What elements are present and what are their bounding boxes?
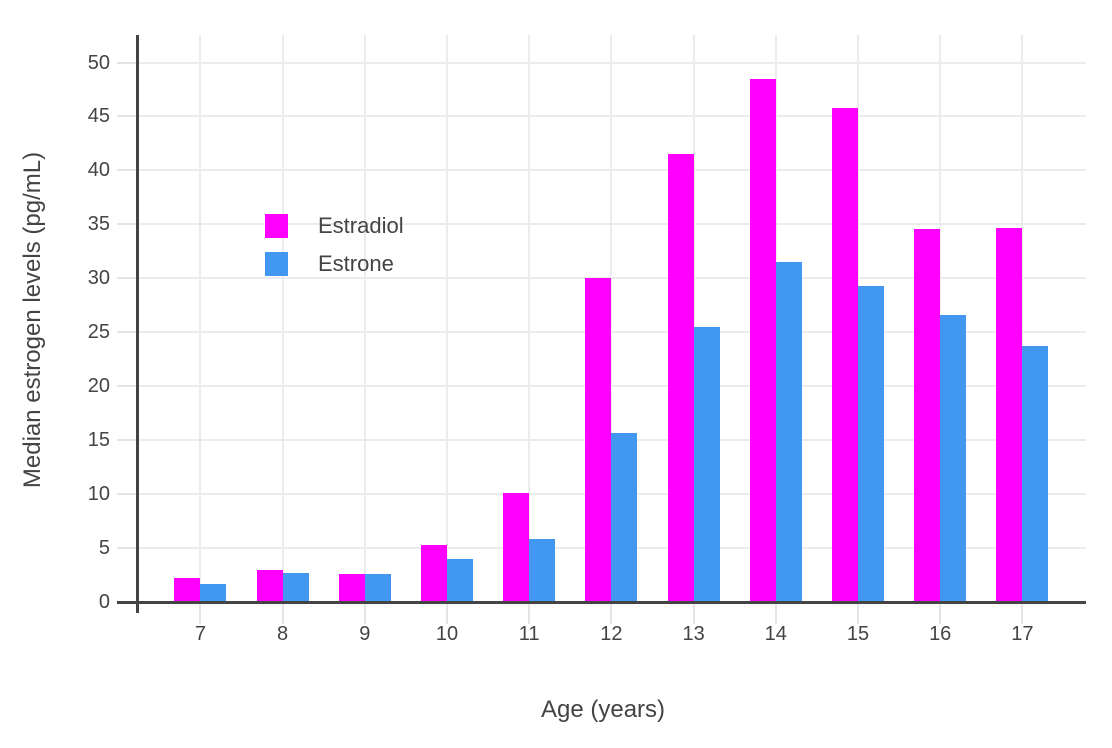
legend: Estradiol Estrone bbox=[265, 214, 404, 290]
x-gridline bbox=[446, 35, 448, 602]
x-tick-mark bbox=[446, 602, 448, 624]
bar-estradiol-7[interactable] bbox=[174, 578, 201, 602]
bar-estradiol-12[interactable] bbox=[585, 278, 612, 602]
y-tick-label: 50 bbox=[87, 51, 110, 74]
x-gridline bbox=[528, 35, 531, 602]
estrone-swatch-icon bbox=[265, 252, 288, 276]
x-tick-mark bbox=[774, 602, 777, 624]
bar-estrone-13[interactable] bbox=[693, 326, 720, 602]
legend-item-estrone[interactable]: Estrone bbox=[265, 252, 404, 276]
bar-estrone-11[interactable] bbox=[529, 539, 556, 602]
bar-estrone-8[interactable] bbox=[282, 572, 309, 602]
bar-estrone-12[interactable] bbox=[611, 432, 638, 602]
bar-estradiol-14[interactable] bbox=[749, 78, 776, 602]
x-tick-label: 12 bbox=[600, 623, 623, 645]
x-gridline bbox=[610, 35, 613, 602]
y-tick-label: 45 bbox=[87, 105, 110, 128]
legend-item-estradiol[interactable]: Estradiol bbox=[265, 214, 404, 238]
bar-estradiol-16[interactable] bbox=[914, 228, 941, 602]
y-tick-mark bbox=[117, 277, 138, 280]
y-tick-mark bbox=[117, 223, 138, 226]
y-tick-label: 10 bbox=[87, 483, 110, 506]
x-gridline bbox=[692, 35, 695, 602]
y-tick-mark bbox=[117, 61, 138, 64]
y-tick-label: 25 bbox=[87, 321, 110, 344]
y-tick-label: 15 bbox=[87, 429, 110, 452]
bar-estradiol-10[interactable] bbox=[421, 544, 447, 602]
y-tick-label: 40 bbox=[87, 159, 110, 182]
x-axis-line bbox=[117, 601, 1086, 604]
legend-label-estradiol: Estradiol bbox=[318, 213, 404, 238]
x-tick-mark bbox=[1021, 602, 1024, 624]
bar-estrone-14[interactable] bbox=[775, 262, 802, 602]
y-tick-mark bbox=[117, 169, 138, 172]
bar-estradiol-8[interactable] bbox=[256, 569, 283, 602]
x-tick-mark bbox=[199, 602, 202, 624]
x-tick-mark bbox=[528, 602, 531, 624]
bar-estrone-10[interactable] bbox=[447, 558, 473, 602]
bar-estradiol-15[interactable] bbox=[832, 107, 858, 602]
x-tick-label: 9 bbox=[359, 623, 371, 645]
y-tick-mark bbox=[117, 115, 138, 118]
bar-estrone-9[interactable] bbox=[364, 573, 391, 602]
x-tick-label: 10 bbox=[435, 623, 459, 645]
x-tick-label: 16 bbox=[929, 623, 952, 645]
y-tick-mark bbox=[117, 385, 138, 388]
x-tick-mark bbox=[692, 602, 695, 624]
bar-estradiol-17[interactable] bbox=[996, 227, 1023, 602]
x-tick-label: 8 bbox=[277, 623, 289, 645]
bar-estrone-16[interactable] bbox=[940, 314, 967, 602]
x-tick-label: 13 bbox=[682, 623, 705, 645]
x-tick-mark bbox=[857, 602, 859, 624]
x-tick-mark bbox=[939, 602, 942, 624]
x-tick-label: 14 bbox=[764, 623, 787, 645]
x-axis-title: Age (years) bbox=[540, 696, 666, 723]
legend-label-estrone: Estrone bbox=[318, 251, 394, 276]
bar-estradiol-11[interactable] bbox=[503, 493, 530, 602]
y-axis-line bbox=[136, 35, 139, 613]
x-tick-label: 11 bbox=[518, 623, 540, 645]
x-tick-mark bbox=[281, 602, 284, 624]
x-gridline bbox=[199, 35, 202, 602]
y-tick-mark bbox=[117, 547, 138, 550]
x-gridline bbox=[363, 35, 366, 602]
x-tick-label: 17 bbox=[1011, 623, 1034, 645]
y-tick-label: 5 bbox=[98, 537, 110, 560]
x-tick-label: 15 bbox=[846, 623, 870, 645]
estradiol-swatch-icon bbox=[265, 214, 288, 238]
bar-estradiol-13[interactable] bbox=[667, 154, 694, 602]
y-axis-title: Median estrogen levels (pg/mL) bbox=[19, 151, 46, 489]
y-tick-mark bbox=[117, 331, 138, 334]
x-tick-label: 7 bbox=[194, 623, 206, 645]
bar-estrone-17[interactable] bbox=[1022, 346, 1049, 602]
y-tick-label: 35 bbox=[87, 213, 110, 236]
x-gridline bbox=[281, 35, 284, 602]
bar-estrone-7[interactable] bbox=[200, 583, 227, 602]
y-tick-label: 0 bbox=[98, 591, 110, 613]
bar-estradiol-9[interactable] bbox=[338, 573, 365, 602]
y-tick-label: 20 bbox=[87, 375, 110, 398]
bar-estrone-15[interactable] bbox=[858, 285, 884, 602]
x-gridline bbox=[1021, 35, 1024, 602]
y-tick-mark bbox=[117, 493, 138, 496]
x-tick-mark bbox=[610, 602, 613, 624]
y-tick-mark bbox=[117, 439, 138, 442]
y-tick-label: 30 bbox=[87, 267, 110, 290]
x-tick-mark bbox=[363, 602, 366, 624]
